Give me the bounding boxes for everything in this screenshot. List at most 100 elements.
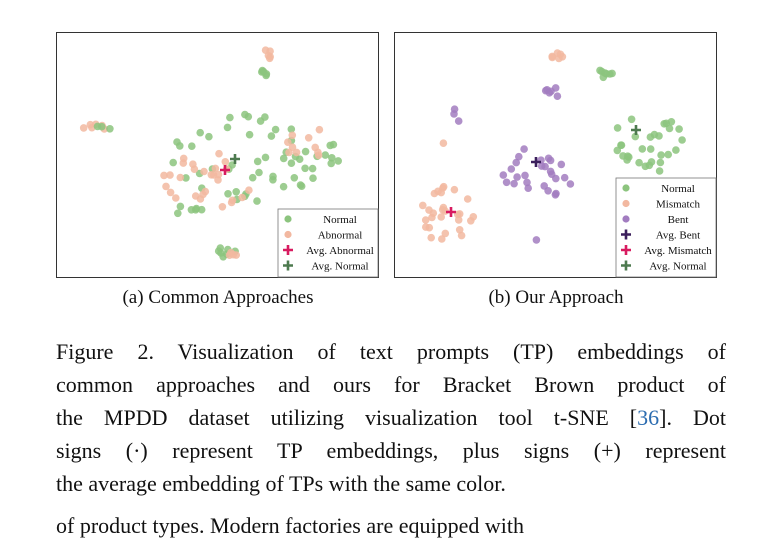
normal-point bbox=[665, 124, 674, 133]
bent-point bbox=[560, 173, 569, 182]
normal-point bbox=[261, 153, 270, 162]
normal-point bbox=[617, 141, 625, 149]
bent-point bbox=[512, 158, 520, 167]
normal-point bbox=[176, 142, 184, 150]
bent-point bbox=[546, 167, 555, 176]
caption-line: common approaches and ours for Bracket B… bbox=[56, 372, 726, 397]
legend-label: Avg. Mismatch bbox=[644, 245, 712, 257]
tsne-plot-common-approaches: Normal Abnormal Avg. Abnormal Avg. Normal bbox=[56, 32, 379, 278]
abnormal-point bbox=[304, 134, 313, 142]
normal-point bbox=[287, 125, 296, 133]
normal-point bbox=[301, 147, 310, 156]
legend-plus-marker bbox=[283, 260, 293, 271]
abnormal-point bbox=[229, 250, 238, 259]
normal-point bbox=[219, 253, 227, 261]
mismatch-point bbox=[455, 226, 464, 234]
mismatch-point bbox=[438, 235, 446, 243]
abnormal-point bbox=[79, 124, 88, 132]
normal-point bbox=[253, 197, 261, 205]
normal-point bbox=[328, 154, 336, 162]
normal-point bbox=[224, 190, 232, 198]
normal-point bbox=[258, 68, 266, 76]
bent-point bbox=[551, 191, 560, 199]
normal-point bbox=[655, 167, 664, 175]
legend-dot-marker bbox=[284, 215, 292, 223]
abnormal-point bbox=[201, 187, 210, 196]
normal-point bbox=[675, 125, 683, 133]
normal-point bbox=[106, 125, 114, 133]
normal-point bbox=[279, 182, 288, 191]
legend-plus-marker bbox=[621, 260, 631, 271]
legend-plus-marker bbox=[283, 245, 293, 255]
normal-point bbox=[188, 142, 196, 150]
abnormal-point bbox=[214, 170, 223, 179]
abnormal-point bbox=[200, 167, 208, 176]
mismatch-point bbox=[421, 216, 430, 224]
abnormal-point bbox=[207, 171, 216, 179]
normal-point bbox=[176, 202, 185, 211]
bent-point bbox=[544, 154, 553, 163]
bent-point bbox=[547, 87, 555, 96]
normal-point bbox=[269, 176, 277, 184]
citation-link[interactable]: 36 bbox=[637, 405, 660, 430]
normal-point bbox=[267, 132, 276, 140]
abnormal-point bbox=[266, 52, 274, 61]
abnormal-point bbox=[221, 158, 230, 166]
legend-label: Abnormal bbox=[318, 230, 363, 242]
bent-point bbox=[553, 92, 562, 100]
abnormal-point bbox=[284, 138, 292, 146]
mismatch-point bbox=[425, 223, 434, 232]
normal-point bbox=[635, 158, 643, 167]
normal-point bbox=[623, 152, 632, 160]
normal-point bbox=[287, 159, 296, 167]
abnormal-point bbox=[176, 173, 185, 182]
bent-point bbox=[513, 173, 521, 181]
legend-dot-marker bbox=[622, 215, 630, 223]
legend: Normal Mismatch Bent Avg. Bent Avg. Mismatch… bbox=[615, 177, 717, 278]
legend-label: Avg. Bent bbox=[656, 230, 700, 242]
normal-point bbox=[309, 174, 317, 182]
normal-point bbox=[656, 158, 665, 167]
bent-point bbox=[521, 171, 529, 180]
normal-point bbox=[672, 146, 680, 154]
normal-point bbox=[271, 125, 280, 134]
normal-point bbox=[608, 69, 616, 78]
bent-point bbox=[552, 174, 560, 183]
abnormal-point bbox=[211, 164, 220, 173]
legend-dot-marker bbox=[284, 230, 292, 239]
normal-point bbox=[214, 247, 223, 255]
mismatch-point bbox=[427, 233, 435, 242]
normal-point bbox=[232, 188, 240, 196]
abnormal-point bbox=[218, 203, 227, 211]
normal-point bbox=[174, 209, 182, 218]
normal-point bbox=[196, 128, 204, 137]
subcaption-b: (b) Our Approach bbox=[488, 287, 624, 308]
mismatch-point bbox=[548, 53, 557, 62]
bent-point bbox=[532, 236, 541, 244]
abnormal-point bbox=[292, 148, 301, 157]
normal-point bbox=[279, 154, 288, 163]
normal-point bbox=[226, 113, 234, 122]
normal-point bbox=[253, 157, 262, 166]
bent-point bbox=[450, 110, 458, 118]
abnormal-point bbox=[238, 193, 246, 202]
avg-normal-marker bbox=[631, 125, 641, 135]
normal-point bbox=[169, 158, 177, 167]
abnormal-point bbox=[288, 131, 297, 140]
normal-point bbox=[667, 118, 676, 126]
caption-text: ]. Dot bbox=[659, 405, 726, 430]
normal-point bbox=[613, 124, 622, 132]
legend-plus-marker bbox=[621, 245, 631, 255]
normal-point bbox=[655, 132, 663, 140]
mismatch-point bbox=[438, 206, 447, 214]
normal-point bbox=[678, 136, 686, 144]
normal-point bbox=[321, 151, 330, 159]
mismatch-point bbox=[455, 210, 464, 218]
abnormal-point bbox=[314, 148, 322, 157]
normal-point bbox=[93, 122, 102, 131]
abnormal-point bbox=[227, 198, 236, 207]
mismatch-point bbox=[450, 185, 459, 194]
bent-point bbox=[524, 184, 532, 192]
normal-point bbox=[191, 206, 200, 214]
abnormal-point bbox=[288, 143, 297, 151]
